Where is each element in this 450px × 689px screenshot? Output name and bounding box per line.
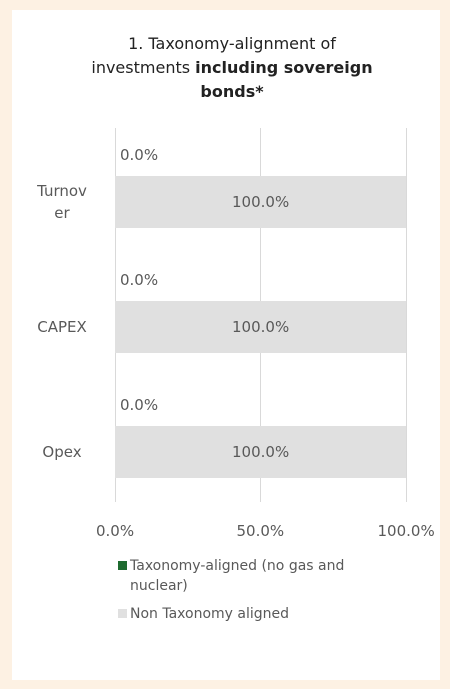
title-text: 1. Taxonomy-alignment of investments (91, 34, 336, 77)
category-label: Opex (42, 442, 82, 461)
x-tick-label: 0.0% (96, 522, 135, 540)
legend-swatch (118, 561, 127, 570)
title-emphasis: including sovereign bonds* (195, 58, 373, 101)
legend-swatch (118, 609, 127, 618)
bar-segment (115, 425, 406, 478)
legend-label: Taxonomy-aligned (no gas and nuclear) (130, 558, 345, 594)
data-label: 100.0% (232, 193, 290, 212)
chart-title: 1. Taxonomy-alignment of investments inc… (82, 32, 382, 104)
data-label: 0.0% (120, 395, 159, 414)
grid-line (405, 128, 407, 502)
category-label: Turnover (37, 182, 87, 223)
bar-segment (115, 176, 406, 229)
data-label: 0.0% (120, 271, 159, 289)
x-tick-label: 50.0% (236, 522, 285, 540)
data-label: 100.0% (232, 442, 290, 461)
legend-label: Non Taxonomy aligned (130, 606, 290, 622)
category-label: CAPEX (37, 318, 87, 336)
data-label: 0.0% (120, 146, 159, 165)
data-label: 100.0% (232, 318, 290, 336)
bar-segment (115, 301, 406, 353)
x-tick-label: 100.0% (377, 522, 435, 540)
